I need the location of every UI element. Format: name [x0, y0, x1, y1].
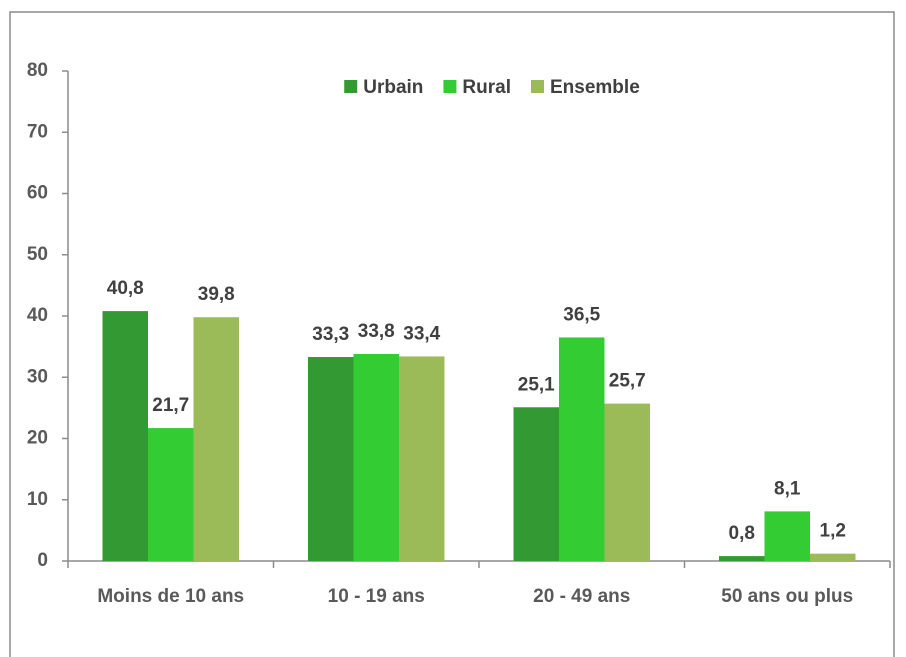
bar — [193, 317, 239, 561]
value-label: 25,7 — [609, 371, 646, 392]
y-tick-label: 80 — [27, 60, 48, 81]
bar — [308, 357, 354, 561]
bar — [148, 428, 194, 561]
y-tick-label: 40 — [27, 305, 48, 326]
value-label: 36,5 — [563, 304, 600, 325]
value-label: 8,1 — [774, 478, 801, 499]
y-tick-label: 60 — [27, 183, 48, 204]
legend-swatch — [344, 80, 358, 93]
x-tick-label: 50 ans ou plus — [721, 586, 853, 607]
legend-label: Urbain — [363, 77, 423, 98]
bar — [810, 553, 856, 561]
bar — [102, 311, 148, 561]
value-label: 33,3 — [312, 324, 349, 345]
value-label: 21,7 — [152, 395, 189, 416]
bar — [719, 556, 765, 561]
value-label: 39,8 — [198, 284, 235, 305]
value-label: 25,1 — [518, 374, 555, 395]
bar — [559, 337, 605, 561]
y-tick-label: 30 — [27, 366, 48, 387]
value-label: 40,8 — [107, 278, 144, 299]
y-tick-label: 10 — [27, 489, 48, 510]
value-label: 0,8 — [729, 523, 755, 544]
value-label: 1,2 — [820, 521, 846, 542]
bar — [353, 353, 399, 561]
legend-label: Ensemble — [550, 77, 640, 98]
x-tick-label: 20 - 49 ans — [533, 586, 630, 607]
value-label: 33,8 — [358, 321, 395, 342]
x-tick-label: 10 - 19 ans — [328, 586, 425, 607]
bar — [399, 356, 445, 561]
y-tick-label: 50 — [27, 244, 48, 265]
legend-swatch — [531, 80, 544, 93]
value-label: 33,4 — [403, 323, 440, 344]
y-tick-label: 0 — [37, 550, 48, 571]
legend-label: Rural — [462, 77, 511, 98]
y-tick-label: 20 — [27, 428, 48, 449]
legend-swatch — [443, 80, 457, 93]
bar — [513, 407, 559, 561]
bar — [604, 403, 650, 561]
y-tick-label: 70 — [27, 121, 48, 142]
x-tick-label: Moins de 10 ans — [97, 586, 244, 607]
bar — [764, 511, 810, 561]
